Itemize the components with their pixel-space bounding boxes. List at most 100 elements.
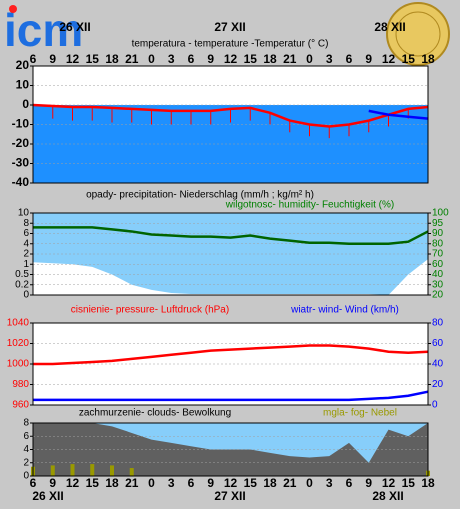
x-tick-label: 3 [326, 52, 333, 66]
logo: icm [4, 4, 83, 56]
date-label: 27 XII [214, 489, 245, 503]
x-tick-label: 6 [346, 52, 353, 66]
y-tick-label: 1000 [7, 359, 30, 370]
x-tick-label: 12 [224, 476, 238, 490]
y-tick-label: 10 [16, 78, 30, 92]
x-tick-label: 15 [244, 52, 258, 66]
line [33, 390, 429, 402]
y2-tick-label: 80 [432, 238, 444, 249]
x-tick-label: 18 [263, 52, 277, 66]
panel-title: zachmurzenie- clouds- Bewolkung [79, 408, 231, 419]
date-label: 28 XII [372, 489, 403, 503]
x-tick-label: 3 [168, 52, 175, 66]
x-tick-label: 12 [224, 52, 238, 66]
x-tick-label: 9 [49, 52, 56, 66]
x-tick-label: 0 [306, 52, 313, 66]
y-tick-label: 1020 [7, 338, 30, 349]
bar [70, 464, 75, 476]
x-tick-label: 18 [421, 52, 435, 66]
y2-tick-label: 100 [432, 208, 449, 219]
y2-tick-label: 30 [432, 279, 444, 290]
x-tick-label: 6 [30, 476, 37, 490]
y-tick-label: 8 [23, 418, 29, 429]
x-tick-label: 12 [66, 52, 80, 66]
x-tick-label: 0 [306, 476, 313, 490]
x-tick-label: 15 [402, 476, 416, 490]
y-tick-label: 8 [23, 218, 29, 229]
date-label: 28 XII [374, 20, 405, 34]
y-tick-label: 20 [16, 58, 30, 72]
panel-title: temperatura - temperature -Temperatur (°… [132, 39, 329, 50]
line [33, 344, 429, 366]
panel-title: wilgotnosc- humidity- Feuchtigkeit (%) [225, 200, 394, 211]
x-tick-label: 12 [382, 52, 396, 66]
area [33, 259, 428, 295]
y-tick-label: 2 [23, 457, 29, 468]
x-tick-label: 6 [346, 476, 353, 490]
y-tick-label: 4 [23, 238, 29, 249]
y2-tick-label: 90 [432, 228, 444, 239]
y-tick-label: 2 [23, 249, 29, 260]
y-tick-label: 0.5 [15, 269, 29, 280]
date-label: 27 XII [214, 20, 245, 34]
panel-title: mgla- fog- Nebel [323, 408, 397, 419]
panel-title: wiatr- wind- Wind (km/h) [290, 305, 399, 316]
x-tick-label: 18 [421, 476, 435, 490]
panel-title: opady- precipitation- Niederschlag (mm/h… [86, 190, 314, 201]
seal-ring [395, 11, 441, 57]
x-tick-label: 0 [148, 52, 155, 66]
y-tick-label: 0 [23, 290, 29, 301]
y-tick-label: 1 [23, 259, 29, 270]
x-tick-label: 21 [283, 476, 297, 490]
y2-tick-label: 40 [432, 269, 444, 280]
x-tick-label: 18 [105, 52, 119, 66]
y-tick-label: 0 [23, 471, 29, 482]
x-tick-label: 21 [283, 52, 297, 66]
y2-tick-label: 95 [432, 218, 444, 229]
x-tick-label: 3 [326, 476, 333, 490]
y2-tick-label: 70 [432, 249, 444, 260]
x-tick-label: 18 [263, 476, 277, 490]
x-tick-label: 21 [125, 476, 139, 490]
x-tick-label: 0 [148, 476, 155, 490]
y-tick-label: 4 [23, 444, 29, 455]
x-tick-label: 3 [168, 476, 175, 490]
x-tick-label: 9 [207, 476, 214, 490]
x-tick-label: 15 [86, 52, 100, 66]
y-tick-label: 10 [18, 208, 30, 219]
date-label: 26 XII [32, 489, 63, 503]
y-tick-label: 6 [23, 431, 29, 442]
panel-title: cisnienie- pressure- Luftdruck (hPa) [71, 305, 229, 316]
y-tick-label: 980 [12, 379, 29, 390]
x-tick-label: 9 [49, 476, 56, 490]
x-tick-label: 15 [244, 476, 258, 490]
y-tick-label: -30 [12, 156, 30, 170]
x-tick-label: 21 [125, 52, 139, 66]
x-tick-label: 15 [86, 476, 100, 490]
y2-tick-label: 20 [432, 379, 444, 390]
y2-tick-label: 40 [432, 359, 444, 370]
x-tick-label: 6 [188, 476, 195, 490]
x-tick-label: 12 [382, 476, 396, 490]
x-tick-label: 6 [30, 52, 37, 66]
x-tick-label: 9 [365, 52, 372, 66]
y2-tick-label: 0 [432, 400, 438, 411]
y-tick-label: -40 [12, 175, 30, 189]
y-tick-label: -10 [12, 117, 30, 131]
bar [90, 464, 95, 476]
y2-tick-label: 60 [432, 338, 444, 349]
x-tick-label: 9 [365, 476, 372, 490]
bar [50, 465, 55, 476]
y2-tick-label: 60 [432, 259, 444, 270]
x-tick-label: 9 [207, 52, 214, 66]
y-tick-label: 0 [22, 97, 29, 111]
y-tick-label: -20 [12, 136, 30, 150]
x-tick-label: 6 [188, 52, 195, 66]
y-tick-label: 1040 [7, 318, 30, 329]
logo-dot [9, 5, 17, 13]
y2-tick-label: 20 [432, 290, 444, 301]
x-tick-label: 15 [402, 52, 416, 66]
line [33, 226, 429, 245]
